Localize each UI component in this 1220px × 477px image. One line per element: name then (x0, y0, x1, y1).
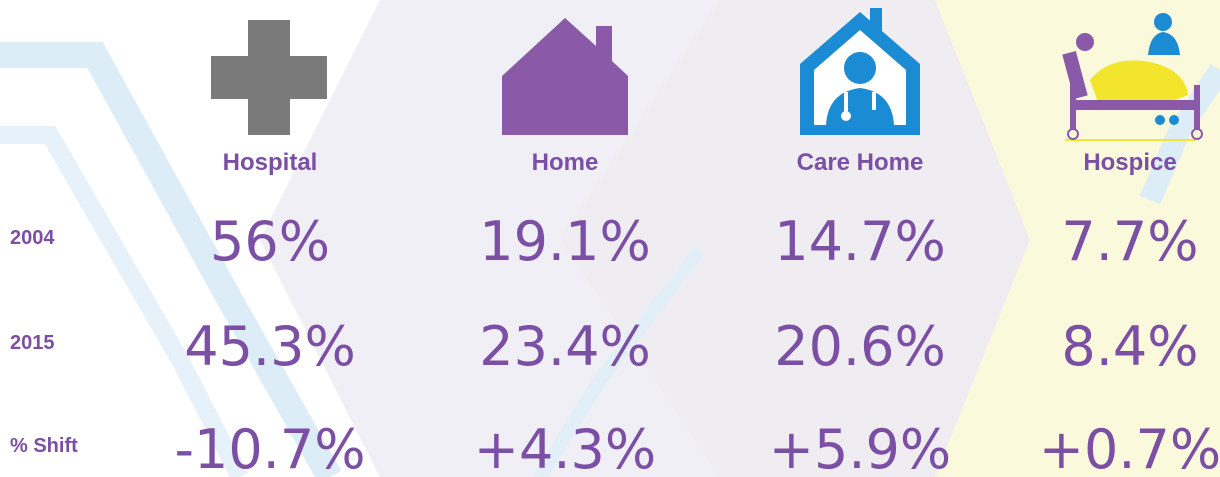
blue-band-2 (0, 126, 249, 477)
cell-value: 8.4% (1061, 315, 1198, 378)
blue-band (0, 42, 342, 477)
hospice-icon (1062, 13, 1203, 141)
cell-value: 19.1% (479, 210, 651, 273)
cell-value: -10.7% (174, 418, 365, 477)
hospice-panel (930, 0, 1220, 477)
cell-value: 14.7% (774, 210, 946, 273)
home-icon (502, 18, 628, 135)
hospital-icon (211, 20, 327, 135)
cell-value: +5.9% (769, 418, 951, 477)
cell-value: 20.6% (774, 315, 946, 378)
column-label: Hospice (1083, 149, 1176, 176)
row-label: % Shift (10, 435, 78, 457)
care-home-icon (800, 8, 920, 135)
blue-band-4 (534, 245, 706, 477)
cell-value: 23.4% (479, 315, 651, 378)
column-label: Hospital (223, 149, 318, 176)
cell-value: 56% (210, 210, 330, 273)
row-label: 2004 (10, 227, 55, 249)
cell-value: +4.3% (474, 418, 656, 477)
cell-value: +0.7% (1039, 418, 1220, 477)
column-label: Home (532, 149, 599, 176)
row-label: 2015 (10, 332, 55, 354)
cell-value: 45.3% (184, 315, 356, 378)
column-label: Care Home (797, 149, 924, 176)
cell-value: 7.7% (1061, 210, 1198, 273)
blue-band-3 (1139, 63, 1220, 205)
table: Hospital Home Care Home Hospice 2004 56% 19.1%… (10, 149, 1220, 477)
